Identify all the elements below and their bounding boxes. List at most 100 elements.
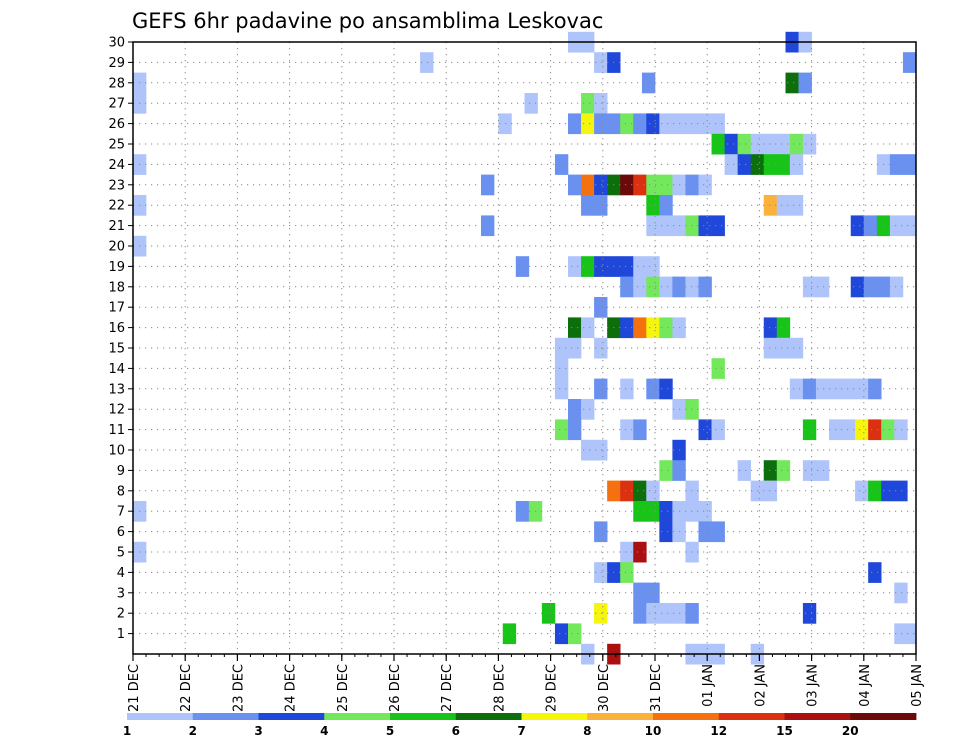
precip-cell <box>763 337 778 359</box>
precip-cell <box>554 378 569 400</box>
precip-cell <box>581 439 595 461</box>
precip-cell <box>815 378 830 400</box>
precip-cell <box>698 276 712 298</box>
precip-cell <box>554 623 569 645</box>
precip-cell <box>554 154 569 175</box>
y-tick-label: 21 <box>108 219 125 234</box>
precip-cell <box>863 276 878 298</box>
precip-cell <box>594 378 608 400</box>
precip-cell <box>633 113 647 135</box>
precip-cell <box>802 133 817 155</box>
y-tick-label: 22 <box>108 199 125 214</box>
precip-cell <box>633 480 647 502</box>
precip-cell <box>620 113 634 135</box>
colorbar-swatch <box>784 713 851 720</box>
y-tick-label: 27 <box>108 97 125 112</box>
colorbar-label: 4 <box>320 724 328 738</box>
x-tick-label: 24 DEC <box>284 664 299 712</box>
precip-cell <box>581 195 595 216</box>
precip-cell <box>855 480 869 502</box>
x-tick-label: 23 DEC <box>231 664 246 712</box>
precip-cell <box>646 582 660 604</box>
precip-cell <box>620 419 634 441</box>
precip-cell <box>594 52 608 73</box>
precip-cell <box>785 72 799 94</box>
x-tick-label: 01 JAN <box>701 664 716 707</box>
precip-cell <box>711 133 725 155</box>
precip-cell <box>594 256 608 277</box>
precip-cell <box>902 52 917 73</box>
colorbar-swatch <box>390 713 457 720</box>
precip-cell <box>633 419 647 441</box>
y-tick-label: 7 <box>117 505 125 520</box>
precip-cell <box>737 154 751 175</box>
precip-cell <box>659 460 673 481</box>
precip-cell <box>724 154 738 175</box>
x-tick-label: 02 JAN <box>753 664 768 707</box>
colorbar-label: 7 <box>517 724 525 738</box>
colorbar-label: 12 <box>710 724 727 738</box>
precip-cell <box>646 195 660 216</box>
precip-cell <box>763 154 778 175</box>
colorbar-label: 15 <box>776 724 793 738</box>
precip-cell <box>641 72 656 94</box>
y-tick-label: 20 <box>108 240 125 255</box>
precip-cell <box>646 113 660 135</box>
precip-cell <box>646 501 660 522</box>
x-tick-label: 22 DEC <box>179 664 194 712</box>
chart-title: GEFS 6hr padavine po ansamblima Leskovac <box>132 9 603 33</box>
x-tick-label: 30 DEC <box>597 664 612 712</box>
precip-cell <box>711 521 725 543</box>
precip-cell <box>659 317 673 339</box>
y-tick-label: 29 <box>108 56 125 71</box>
precip-cell <box>789 378 804 400</box>
precip-cell <box>789 337 804 359</box>
precip-cell <box>855 419 869 441</box>
precip-cell <box>711 358 725 379</box>
precip-cell <box>698 501 712 522</box>
x-tick-label: 27 DEC <box>440 664 455 712</box>
colorbar-swatch <box>127 713 194 720</box>
precip-cell <box>568 256 582 277</box>
precip-cell <box>620 541 634 563</box>
y-tick-label: 10 <box>108 444 125 459</box>
precip-cell <box>889 154 904 175</box>
precip-cell <box>868 562 882 583</box>
precip-cell <box>581 174 595 196</box>
x-tick-label: 21 DEC <box>127 664 142 712</box>
colorbar-swatch <box>587 713 654 720</box>
colorbar-label: 5 <box>386 724 394 738</box>
y-tick-label: 14 <box>108 362 125 377</box>
precip-cell <box>594 439 608 461</box>
precip-cell <box>524 93 538 114</box>
precip-cell <box>568 337 582 359</box>
colorbar-label: 1 <box>123 724 131 738</box>
precip-cell <box>907 623 917 645</box>
precip-cell <box>842 378 856 400</box>
y-tick-label: 16 <box>108 321 125 336</box>
precip-cell <box>815 460 830 481</box>
precip-cell <box>620 174 634 196</box>
precip-cell <box>568 623 582 645</box>
gridlines <box>133 42 916 654</box>
precip-cell <box>633 582 647 604</box>
precip-cell <box>581 399 595 420</box>
precip-cell <box>633 276 647 298</box>
precip-cell <box>763 195 778 216</box>
precip-cell <box>659 113 673 135</box>
y-tick-label: 1 <box>117 627 125 642</box>
colorbar-swatch <box>258 713 325 720</box>
y-tick-label: 17 <box>108 301 125 316</box>
precip-cell <box>659 378 673 400</box>
precip-cell <box>659 276 673 298</box>
precip-cell <box>568 174 582 196</box>
precip-cell <box>902 215 917 237</box>
precip-cell <box>620 378 634 400</box>
precip-cell <box>776 154 791 175</box>
precip-cell <box>698 521 712 543</box>
y-tick-label: 19 <box>108 260 125 275</box>
precip-cell <box>554 358 569 379</box>
y-tick-label: 9 <box>117 464 125 479</box>
precip-cell <box>815 276 830 298</box>
